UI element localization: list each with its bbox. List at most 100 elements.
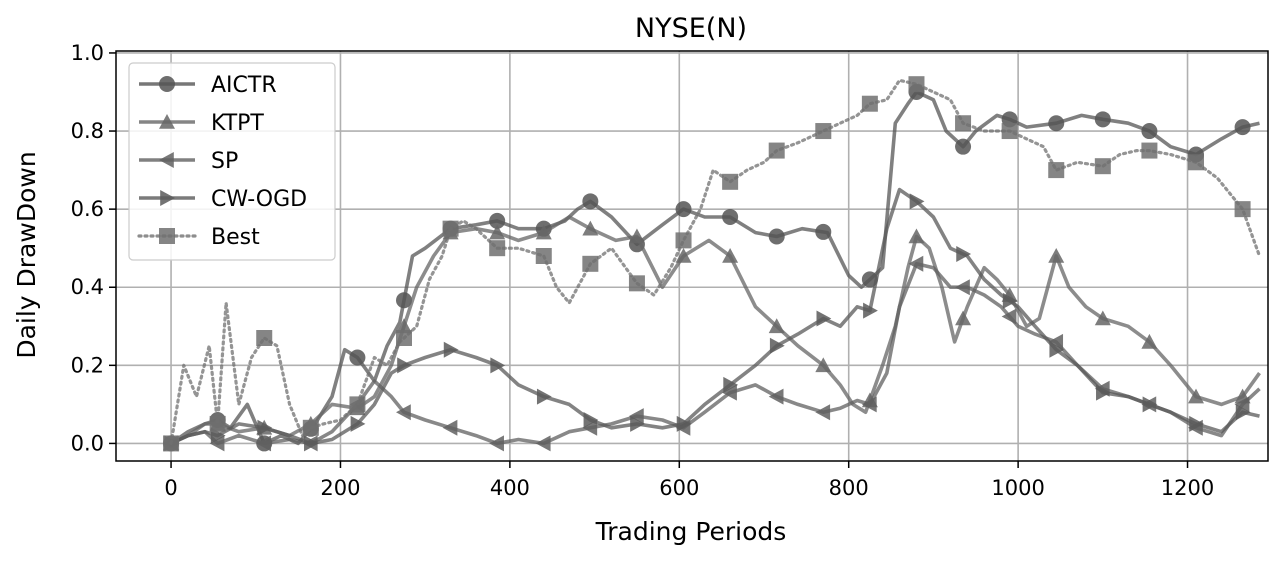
data-point-marker [396, 318, 412, 334]
data-point-marker [583, 412, 599, 428]
data-point-marker [908, 255, 924, 272]
data-point-marker [1234, 396, 1250, 413]
data-point-marker [1001, 308, 1017, 325]
data-point-marker [816, 310, 832, 327]
legend-label: Best [211, 225, 260, 250]
data-point-marker [1049, 341, 1065, 358]
data-point-marker [489, 240, 506, 257]
data-point-marker [815, 123, 832, 140]
data-point-marker [396, 404, 411, 421]
y-axis-title: Daily DrawDown [12, 151, 41, 358]
y-tick-label: 0.2 [71, 353, 104, 377]
data-point-marker [1141, 333, 1158, 349]
data-point-marker [350, 415, 366, 432]
series-cw-ogd [164, 187, 1260, 452]
x-tick-label: 1200 [1161, 476, 1214, 500]
data-point-marker [1001, 123, 1018, 140]
data-point-marker [1096, 384, 1111, 401]
data-point-marker [489, 212, 506, 229]
data-point-marker [302, 419, 319, 436]
legend-item: KTPT [139, 111, 264, 136]
x-tick-label: 400 [490, 476, 530, 500]
data-point-marker [1094, 158, 1111, 175]
data-point-marker [815, 223, 832, 240]
data-point-marker [582, 220, 599, 236]
legend-marker [159, 76, 175, 92]
data-point-marker [1234, 119, 1251, 136]
data-point-marker [349, 349, 366, 366]
data-point-marker [535, 224, 552, 240]
data-point-marker [1048, 333, 1064, 350]
data-point-marker [163, 435, 180, 452]
data-point-marker [442, 220, 459, 237]
series-ktpt [163, 215, 1261, 451]
data-point-marker [443, 341, 459, 358]
legend-label: CW-OGD [211, 187, 307, 212]
data-point-marker [257, 419, 273, 436]
data-point-marker [209, 435, 225, 452]
y-tick-label: 0.4 [71, 275, 104, 299]
x-tick-label: 800 [829, 476, 869, 500]
data-point-marker [768, 318, 785, 334]
data-point-marker [582, 255, 599, 272]
data-point-marker [769, 337, 785, 354]
data-point-marker [1048, 248, 1065, 263]
x-tick-label: 600 [659, 476, 699, 500]
data-point-marker [768, 142, 785, 159]
data-point-marker [955, 310, 972, 326]
data-point-marker [209, 415, 226, 432]
legend-item: AICTR [139, 73, 277, 98]
data-point-marker [304, 435, 319, 452]
legend-item: Best [137, 225, 260, 250]
data-point-marker [909, 193, 925, 210]
data-point-marker [815, 404, 831, 421]
legend-item: CW-OGD [139, 187, 307, 212]
x-tick-label: 1000 [991, 476, 1044, 500]
data-point-marker [1141, 123, 1158, 140]
data-point-marker [768, 388, 784, 405]
data-point-marker [489, 435, 504, 452]
data-point-marker [815, 357, 832, 373]
data-point-marker [1002, 292, 1018, 309]
data-point-marker [722, 173, 739, 190]
y-tick-label: 0.8 [71, 119, 104, 143]
x-axis-title: Trading Periods [595, 517, 787, 546]
legend-label: KTPT [211, 111, 264, 136]
data-point-marker [1234, 201, 1251, 218]
data-point-marker [442, 419, 458, 436]
data-point-marker [1048, 115, 1065, 132]
data-point-marker [863, 302, 878, 319]
data-point-marker [582, 193, 599, 210]
data-point-marker [955, 115, 972, 132]
y-tick-label: 0.0 [71, 431, 104, 455]
axis-ticks: 0 200 400 600 800 1000 1200 0.0 0.2 0.4 0.6 0.8 1.0 [71, 41, 1215, 500]
data-point-marker [908, 76, 925, 93]
data-point-marker [1141, 142, 1158, 159]
data-point-marker [489, 224, 506, 240]
chart-title: NYSE(N) [635, 13, 747, 44]
legend-marker [159, 228, 175, 244]
data-point-marker [1142, 396, 1158, 413]
data-point-marker [535, 435, 551, 452]
data-point-marker [1189, 415, 1204, 432]
data-point-marker [955, 279, 970, 296]
data-point-marker [908, 228, 925, 244]
data-point-marker [861, 396, 877, 413]
data-point-marker [349, 396, 366, 413]
data-point-marker [396, 292, 412, 309]
data-point-marker [722, 248, 739, 263]
y-tick-label: 1.0 [71, 41, 104, 65]
data-point-marker [768, 228, 785, 245]
legend-item: SP [139, 149, 238, 174]
series-best [163, 76, 1262, 452]
legend-marker [159, 152, 174, 168]
data-point-marker [861, 95, 878, 112]
data-point-marker [1188, 388, 1204, 404]
data-point-marker [628, 228, 645, 244]
legend-label: AICTR [211, 73, 277, 98]
data-point-marker [256, 330, 273, 346]
series-line [170, 90, 1260, 446]
data-point-marker [628, 408, 644, 425]
